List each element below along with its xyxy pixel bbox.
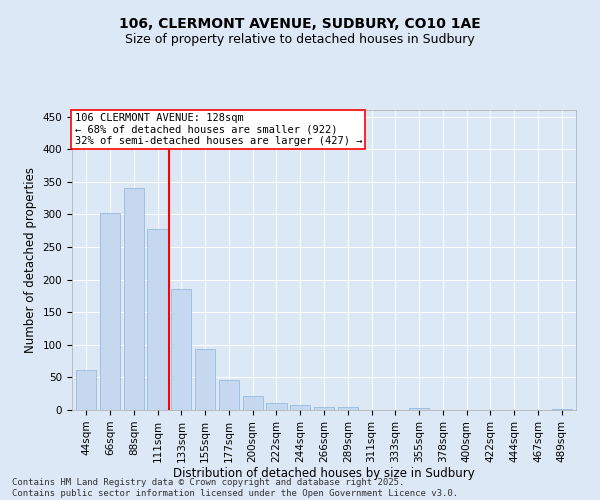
Text: Size of property relative to detached houses in Sudbury: Size of property relative to detached ho… <box>125 32 475 46</box>
Text: 106 CLERMONT AVENUE: 128sqm
← 68% of detached houses are smaller (922)
32% of se: 106 CLERMONT AVENUE: 128sqm ← 68% of det… <box>74 113 362 146</box>
Y-axis label: Number of detached properties: Number of detached properties <box>24 167 37 353</box>
Bar <box>266 403 287 410</box>
Text: Contains HM Land Registry data © Crown copyright and database right 2025.
Contai: Contains HM Land Registry data © Crown c… <box>12 478 458 498</box>
Bar <box>409 408 429 410</box>
Bar <box>551 408 572 410</box>
Bar <box>338 408 358 410</box>
Bar <box>171 290 191 410</box>
Bar <box>124 188 144 410</box>
Bar <box>242 396 263 410</box>
Bar <box>195 350 215 410</box>
Bar <box>290 406 310 410</box>
Text: 106, CLERMONT AVENUE, SUDBURY, CO10 1AE: 106, CLERMONT AVENUE, SUDBURY, CO10 1AE <box>119 18 481 32</box>
Bar <box>76 370 97 410</box>
X-axis label: Distribution of detached houses by size in Sudbury: Distribution of detached houses by size … <box>173 468 475 480</box>
Bar <box>148 228 167 410</box>
Bar <box>100 213 120 410</box>
Bar <box>314 406 334 410</box>
Bar <box>219 380 239 410</box>
